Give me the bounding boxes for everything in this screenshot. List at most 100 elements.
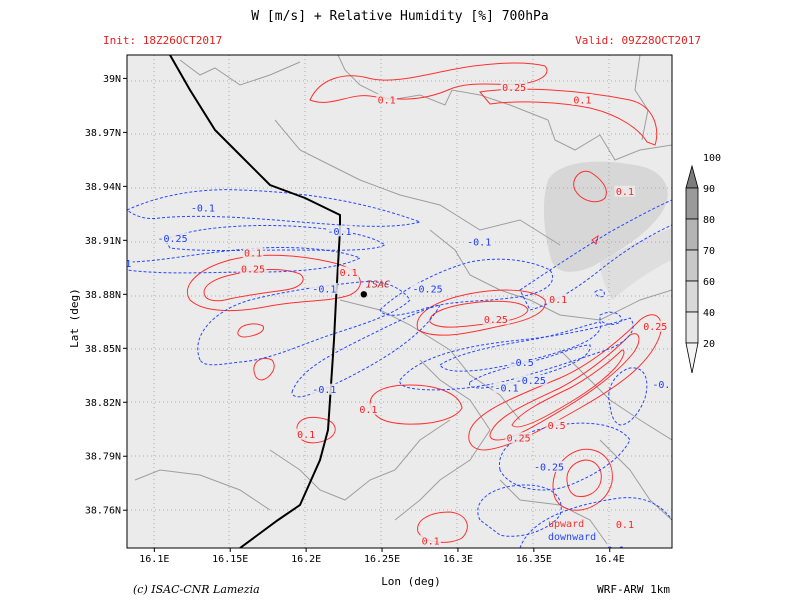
valid-label: Valid: 09Z28OCT2017 <box>575 34 701 47</box>
contour-label-bg <box>420 534 441 546</box>
downward-contour <box>127 189 422 227</box>
coastline <box>547 119 672 161</box>
contour-label: 0.25 <box>507 434 531 445</box>
contour-label: -0.25 <box>728 220 758 231</box>
contour-label-bg <box>295 428 317 440</box>
colorbar-segment <box>685 249 699 282</box>
contour-label-bg <box>508 356 536 368</box>
contour-label-bg <box>482 313 510 325</box>
colorbar-segment <box>685 280 699 313</box>
downward-contour <box>519 497 672 548</box>
init-label: Init: 18Z26OCT2017 <box>103 34 222 47</box>
contour-label-bg <box>572 93 593 105</box>
contour-label-bg <box>358 403 379 415</box>
colorbar-segment <box>685 187 699 220</box>
y-tick-label: 38.88N <box>85 290 121 301</box>
upward-contour <box>296 416 336 444</box>
colorbar-top-arrow <box>685 164 699 189</box>
contour-label: 0.25 <box>502 83 526 94</box>
upward-contour <box>369 384 463 425</box>
contour-label: -0.1 <box>107 259 131 270</box>
upward-contour <box>573 170 607 203</box>
upward-contour <box>479 88 658 146</box>
y-tick-label: 38.79N <box>85 452 121 463</box>
contour-label: 0.1 <box>573 95 591 106</box>
contour-label: -0.25 <box>413 284 443 295</box>
x-tick-label: 16.2E <box>291 554 321 565</box>
contour-label: 0.1 <box>549 295 567 306</box>
x-tick-label: 16.35E <box>516 554 552 565</box>
downward-contour <box>197 281 411 366</box>
contour-label-bg <box>493 381 520 393</box>
contour-label: -0.25 <box>157 234 187 245</box>
colorbar-label: 60 <box>703 277 715 288</box>
downward-contour <box>127 246 362 274</box>
colorbar-label: 40 <box>703 308 715 319</box>
contour-label-bg <box>500 81 528 93</box>
downward-contour <box>291 304 441 398</box>
x-tick-label: 16.4E <box>595 554 625 565</box>
contour-label-bg <box>326 225 353 237</box>
chart-title: W [m/s] + Relative Humidity [%] 700hPa <box>251 9 548 24</box>
upward-contour <box>237 323 264 338</box>
downward-contour <box>379 258 553 316</box>
contour-label: -0.1 <box>652 380 676 391</box>
contour-label-bg <box>376 93 397 105</box>
x-tick-label: 16.3E <box>443 554 473 565</box>
upward-contour <box>253 357 275 381</box>
upward-contour <box>468 314 662 451</box>
contour-label-bg <box>505 432 533 444</box>
y-tick-label: 38.85N <box>85 344 121 355</box>
contour-label: -0.1 <box>601 545 625 556</box>
colorbar-segment <box>685 218 699 251</box>
contour-label: 0.1 <box>244 248 262 259</box>
y-axis-label: Lat (deg) <box>68 288 81 348</box>
y-tick-label: 38.91N <box>85 236 121 247</box>
station-marker <box>360 291 368 298</box>
coastline <box>274 119 561 246</box>
contour-label-bg <box>599 543 627 548</box>
contour-label: 0.5 <box>548 421 566 432</box>
upward-contour <box>489 333 640 441</box>
x-ticks: 16.1E 16.15E 16.2E 16.25E 16.3E 16.35E 16.4E <box>139 548 625 565</box>
land-background <box>127 55 672 548</box>
coastline <box>429 229 672 321</box>
contour-label-bg <box>189 201 217 213</box>
contour-label: 0.1 <box>359 405 377 416</box>
colorbar-segment <box>685 311 699 344</box>
colorbar-label: 70 <box>703 246 715 257</box>
downward-contour <box>439 321 602 372</box>
downward-contour <box>399 317 634 391</box>
contour-label-bg <box>127 257 133 269</box>
colorbar-label: 20 <box>703 339 715 350</box>
contour-label: 0.1 <box>378 95 396 106</box>
contour-label-bg <box>614 518 636 530</box>
x-tick-label: 16.1E <box>139 554 169 565</box>
contour-label: 0.1 <box>297 430 315 441</box>
downward-contour <box>599 311 623 325</box>
legend-downward: downward <box>548 532 596 543</box>
station-label: ISAC <box>366 279 390 290</box>
contour-label-bg <box>546 419 567 431</box>
contour-label-bg <box>156 232 190 244</box>
contour-label: 0.1 <box>616 520 634 531</box>
contour-label: -0.5 <box>510 358 534 369</box>
downward-contour <box>164 225 386 251</box>
downward-contour <box>608 367 648 426</box>
gridlines <box>127 55 672 548</box>
contour-label-bg <box>641 320 669 332</box>
contour-label: -0.1 <box>191 203 215 214</box>
contour-label: 0.25 <box>643 322 667 333</box>
downward-contour <box>519 199 672 311</box>
humidity-patch-high-tail <box>600 228 672 300</box>
upward-contour <box>429 300 529 328</box>
contour-label: -0.1 <box>494 383 518 394</box>
contour-label-bg <box>614 185 636 197</box>
legend-upward: upward <box>548 519 584 530</box>
contour-label: -0.25 <box>516 376 546 387</box>
y-ticks: 39N 38.97N 38.94N 38.91N 38.88N 38.85N 38.82N 3… <box>85 74 127 517</box>
coastline <box>134 469 271 511</box>
coastline <box>599 439 672 521</box>
colorbar: 20 40 60 70 80 90 100 <box>685 153 721 374</box>
